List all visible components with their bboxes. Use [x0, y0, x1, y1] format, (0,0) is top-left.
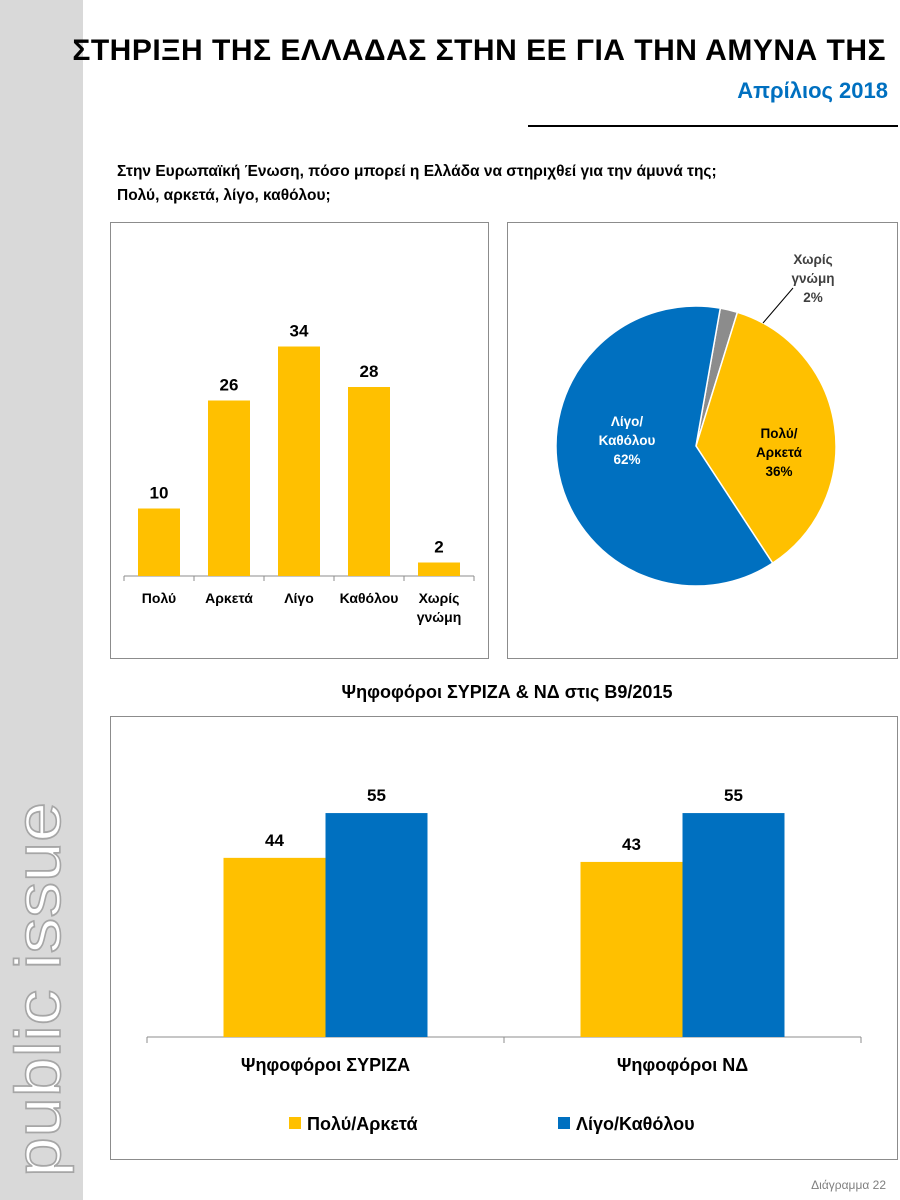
- grouped-bar-chart-panel: 44 55 Ψηφοφόροι ΣΥΡΙΖΑ 43 55 Ψηφοφόροι ΝΔ Πολύ…: [110, 716, 898, 1160]
- legend-label: Λίγο/Καθόλου: [576, 1114, 695, 1134]
- legend-swatch: [558, 1117, 570, 1129]
- sidebar: [0, 0, 83, 1200]
- bar: [223, 857, 326, 1037]
- pie-slice: [555, 305, 774, 587]
- legend-label: Πολύ/Αρκετά: [307, 1114, 418, 1134]
- bar-chart-panel: 10 Πολύ 26 Αρκετά 34 Λίγο 28 Καθόλου 2 Χωρίς γνώμη: [110, 222, 489, 659]
- survey-question: Στην Ευρωπαϊκή Ένωση, πόσο μπορεί η Ελλά…: [117, 160, 877, 208]
- bar: [348, 387, 390, 576]
- footer-label: Διάγραμμα 22: [811, 1178, 886, 1192]
- x-tick-label: Πολύ: [142, 590, 176, 606]
- bar-value-label: 2: [434, 538, 443, 557]
- bar-value-label: 28: [360, 362, 379, 381]
- bar: [682, 813, 785, 1037]
- pie-label: Χωρίς γνώμη 2%: [792, 252, 835, 305]
- x-tick-label: Καθόλου: [340, 590, 399, 606]
- bar: [208, 400, 250, 576]
- bar-value-label: 55: [367, 786, 386, 805]
- title-rule: [528, 125, 898, 127]
- bar-value-label: 44: [265, 831, 284, 850]
- x-tick-label: Ψηφοφόροι ΣΥΡΙΖΑ: [241, 1055, 410, 1075]
- bar-value-label: 10: [150, 484, 169, 503]
- chart-subtitle: Ψηφοφόροι ΣΥΡΙΖΑ & ΝΔ στις Β9/2015: [341, 682, 673, 702]
- x-tick-label: Χωρίς γνώμη: [417, 590, 462, 625]
- x-tick-label: Ψηφοφόροι ΝΔ: [617, 1055, 748, 1075]
- page-title: ΣΤΗΡΙΞΗ ΤΗΣ ΕΛΛΑΔΑΣ ΣΤΗΝ ΕΕ ΓΙΑ ΤΗΝ ΑΜΥΝ…: [72, 34, 886, 67]
- bar-value-label: 55: [724, 786, 743, 805]
- bar: [325, 813, 428, 1037]
- page-date: Απρίλιος 2018: [737, 78, 888, 103]
- bar-value-label: 43: [622, 835, 641, 854]
- brand-logo: public issue: [0, 0, 83, 1200]
- bar: [138, 508, 180, 576]
- response-bar-chart: 10 Πολύ 26 Αρκετά 34 Λίγο 28 Καθόλου 2 Χωρίς γνώμη: [123, 322, 475, 625]
- bar: [278, 346, 320, 576]
- brand-text: public issue: [2, 802, 74, 1177]
- question-line-1: Στην Ευρωπαϊκή Ένωση, πόσο μπορεί η Ελλά…: [117, 163, 717, 180]
- bar: [580, 861, 683, 1037]
- leader-line: [762, 287, 794, 324]
- x-tick-label: Αρκετά: [205, 590, 253, 606]
- pie-slice: [695, 311, 837, 565]
- pie-chart-panel: Χωρίς γνώμη 2% Πολύ/Αρκετά 36% Λίγο/Καθόλου 62…: [507, 222, 898, 659]
- legend-swatch: [289, 1117, 301, 1129]
- pie-label: Πολύ/Αρκετά 36%: [756, 426, 803, 479]
- pie-label: Λίγο/Καθόλου 62%: [599, 414, 656, 467]
- x-tick-label: Λίγο: [284, 590, 314, 606]
- bar-value-label: 34: [290, 322, 309, 341]
- voters-grouped-bar-chart: 44 55 Ψηφοφόροι ΣΥΡΙΖΑ 43 55 Ψηφοφόροι ΝΔ Πολύ…: [146, 786, 862, 1134]
- question-line-2: Πολύ, αρκετά, λίγο, καθόλου;: [117, 187, 331, 204]
- bar: [418, 562, 460, 576]
- bar-value-label: 26: [220, 376, 239, 395]
- response-pie-chart: Χωρίς γνώμη 2% Πολύ/Αρκετά 36% Λίγο/Καθόλου 62…: [555, 252, 837, 587]
